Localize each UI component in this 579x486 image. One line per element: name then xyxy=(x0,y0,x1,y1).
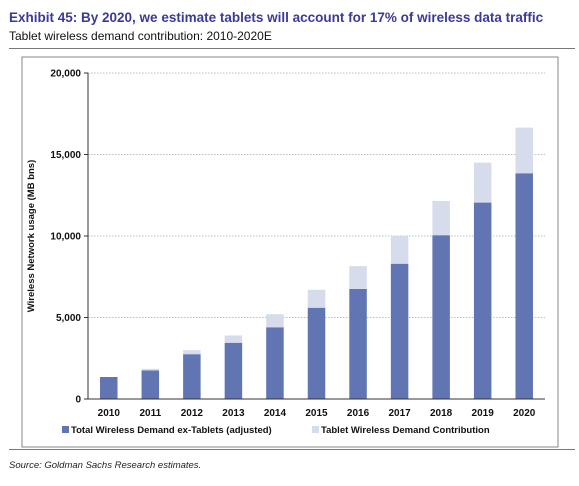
source-note: Source: Goldman Sachs Research estimates… xyxy=(9,460,202,471)
bar-segment-tablets xyxy=(390,236,409,264)
axes: 0 5,000 10,000 15,000 20,000 2010 2011 2012 2013… xyxy=(50,69,545,419)
x-tick-label: 2011 xyxy=(139,408,161,419)
y-tick-label: 10,000 xyxy=(50,232,81,243)
bar-segment-tablets xyxy=(183,350,201,355)
y-tick-label: 0 xyxy=(75,395,81,406)
legend-swatch-tablets xyxy=(312,426,319,433)
bar-segment-ex-tablets xyxy=(473,202,492,399)
legend: Total Wireless Demand ex-Tablets (adjust… xyxy=(62,425,490,436)
y-tick-label: 15,000 xyxy=(50,150,81,161)
bar-segment-tablets xyxy=(432,200,450,236)
bar-segment-ex-tablets xyxy=(183,354,201,399)
x-tick-label: 2010 xyxy=(98,408,121,419)
bar-segment-ex-tablets xyxy=(390,263,409,399)
x-tick-label: 2018 xyxy=(430,408,453,419)
bar-segment-ex-tablets xyxy=(349,288,367,399)
chart-title: Exhibit 45: By 2020, we estimate tablets… xyxy=(9,10,544,25)
bar-segment-tablets xyxy=(349,266,367,289)
bar-segment-tablets xyxy=(266,314,284,328)
bar-segment-ex-tablets xyxy=(515,173,533,399)
bar-segment-ex-tablets xyxy=(307,307,326,399)
top-divider xyxy=(9,48,575,49)
x-tick-label: 2014 xyxy=(264,408,287,419)
bar-segment-ex-tablets xyxy=(224,342,243,399)
y-axis-title: Wireless Network usage (MB bns) xyxy=(26,160,37,312)
x-tick-label: 2017 xyxy=(388,408,411,419)
bar-segment-ex-tablets xyxy=(266,327,284,399)
bar-segment-tablets xyxy=(473,162,492,203)
chart-subtitle: Tablet wireless demand contribution: 201… xyxy=(9,29,272,43)
stacked-bar-chart: 0 5,000 10,000 15,000 20,000 2010 2011 2012 2013… xyxy=(21,56,559,448)
chart-frame xyxy=(21,56,559,448)
bar-segment-ex-tablets xyxy=(141,370,160,399)
y-tick-label: 20,000 xyxy=(50,69,81,80)
bars xyxy=(100,127,533,399)
legend-label-tablets: Tablet Wireless Demand Contribution xyxy=(321,425,490,436)
y-tick-label: 5,000 xyxy=(56,313,81,324)
x-tick-label: 2020 xyxy=(513,408,536,419)
bottom-divider xyxy=(9,449,575,450)
bar-segment-tablets xyxy=(224,335,243,343)
x-tick-label: 2012 xyxy=(181,408,204,419)
x-tick-label: 2019 xyxy=(472,408,495,419)
bar-segment-ex-tablets xyxy=(432,235,450,399)
bar-segment-tablets xyxy=(141,368,160,371)
legend-label-ex-tablets: Total Wireless Demand ex-Tablets (adjust… xyxy=(71,425,272,436)
x-tick-label: 2013 xyxy=(222,408,245,419)
legend-swatch-ex-tablets xyxy=(62,426,69,433)
x-tick-label: 2016 xyxy=(347,408,370,419)
bar-segment-tablets xyxy=(307,289,326,308)
bar-segment-ex-tablets xyxy=(100,377,118,399)
x-tick-label: 2015 xyxy=(305,408,328,419)
bar-segment-tablets xyxy=(515,127,533,174)
